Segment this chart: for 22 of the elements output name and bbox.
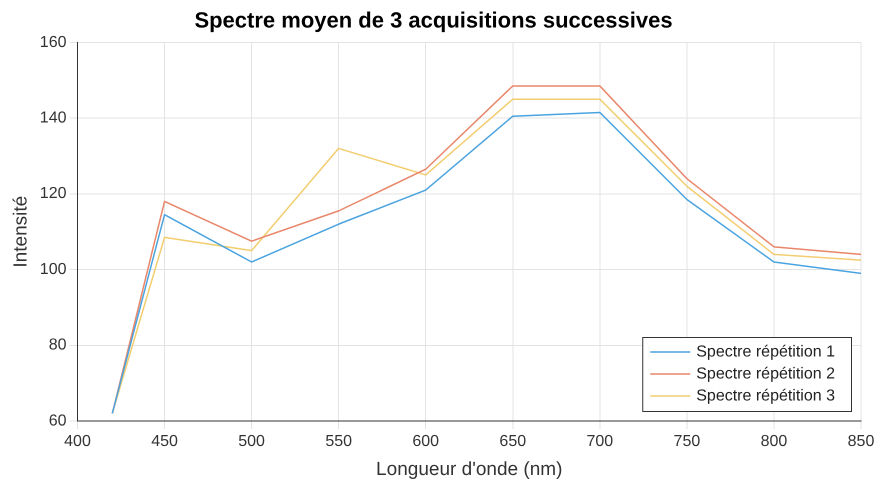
legend-label: Spectre répétition 3 [696,387,836,404]
x-tick-label: 800 [760,433,788,450]
y-tick-label: 100 [40,260,67,278]
x-tick-label: 500 [238,433,266,450]
x-tick-label: 750 [674,433,700,450]
y-tick-label: 160 [40,34,67,51]
x-axis-title: Longueur d'onde (nm) [376,458,562,480]
y-tick-label: 80 [48,336,67,354]
y-tick-label: 140 [40,110,67,127]
chart-title: Spectre moyen de 3 acquisitions successives [194,7,673,32]
x-tick-label: 650 [499,433,526,450]
x-tick-label: 450 [151,433,178,450]
legend-label: Spectre répétition 1 [696,343,836,360]
y-axis-title: Intensité [10,196,32,268]
x-tick-label: 850 [848,433,874,450]
x-tick-label: 700 [586,433,614,450]
y-tick-label: 60 [48,412,67,430]
x-tick-label: 600 [412,433,440,450]
y-tick-label: 120 [40,185,67,202]
x-tick-label: 400 [64,433,91,450]
legend-label: Spectre répétition 2 [696,365,836,382]
x-tick-label: 550 [325,433,352,450]
